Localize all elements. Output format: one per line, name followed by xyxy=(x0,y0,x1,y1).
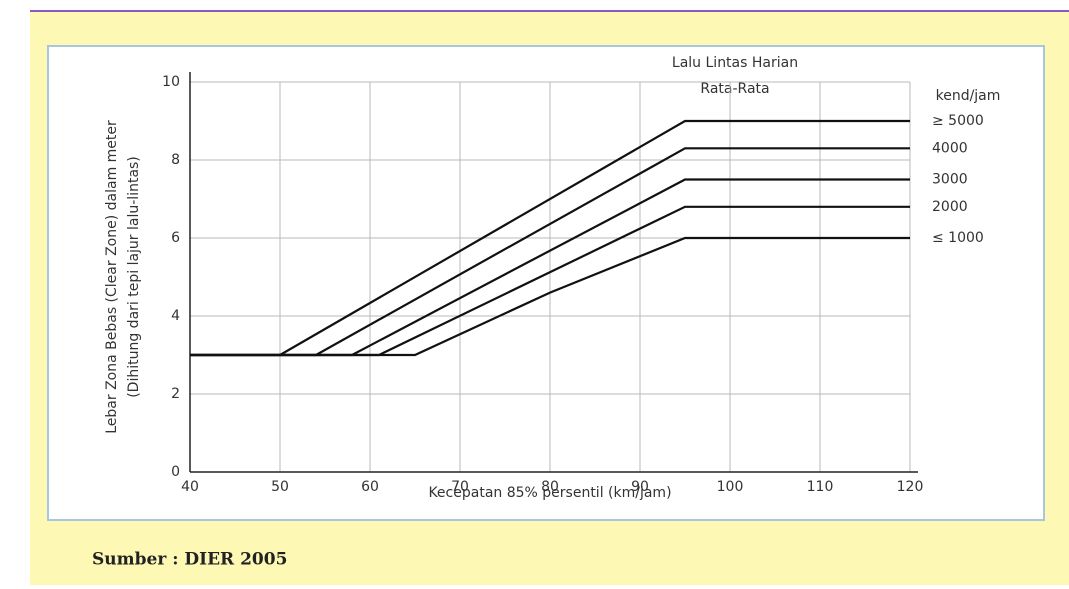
y-axis-label: (Dihitung dari tepi lajur lalu-lintas) xyxy=(126,156,142,398)
y-tick-label: 4 xyxy=(171,308,180,324)
y-tick-label: 6 xyxy=(171,230,180,246)
series-label: 3000 xyxy=(932,172,968,188)
y-tick-label: 0 xyxy=(171,464,180,480)
x-tick-label: 120 xyxy=(897,479,924,495)
y-tick-label: 10 xyxy=(162,74,180,90)
x-tick-label: 100 xyxy=(717,479,744,495)
chart-frame xyxy=(48,46,1044,520)
y-axis-label: Lebar Zona Bebas (Clear Zone) dalam mete… xyxy=(104,120,120,434)
legend-title: Rata-Rata xyxy=(700,81,769,97)
source-note: Sumber : DIER 2005 xyxy=(92,550,287,570)
series-label: ≥ 5000 xyxy=(932,113,984,129)
legend-title: Lalu Lintas Harian xyxy=(672,55,798,71)
x-tick-label: 70 xyxy=(451,479,469,495)
series-label: ≤ 1000 xyxy=(932,230,984,246)
legend-unit: kend/jam xyxy=(936,88,1001,104)
page: Lebar Zona Bebas (Clear Zone) dalam mete… xyxy=(0,0,1069,585)
series-label: 4000 xyxy=(932,140,968,156)
x-tick-label: 90 xyxy=(631,479,649,495)
y-tick-label: 8 xyxy=(171,152,180,168)
x-tick-label: 80 xyxy=(541,479,559,495)
x-tick-label: 50 xyxy=(271,479,289,495)
x-tick-label: 60 xyxy=(361,479,379,495)
y-tick-label: 2 xyxy=(171,386,180,402)
x-tick-label: 40 xyxy=(181,479,199,495)
series-label: 2000 xyxy=(932,199,968,215)
x-tick-label: 110 xyxy=(807,479,834,495)
